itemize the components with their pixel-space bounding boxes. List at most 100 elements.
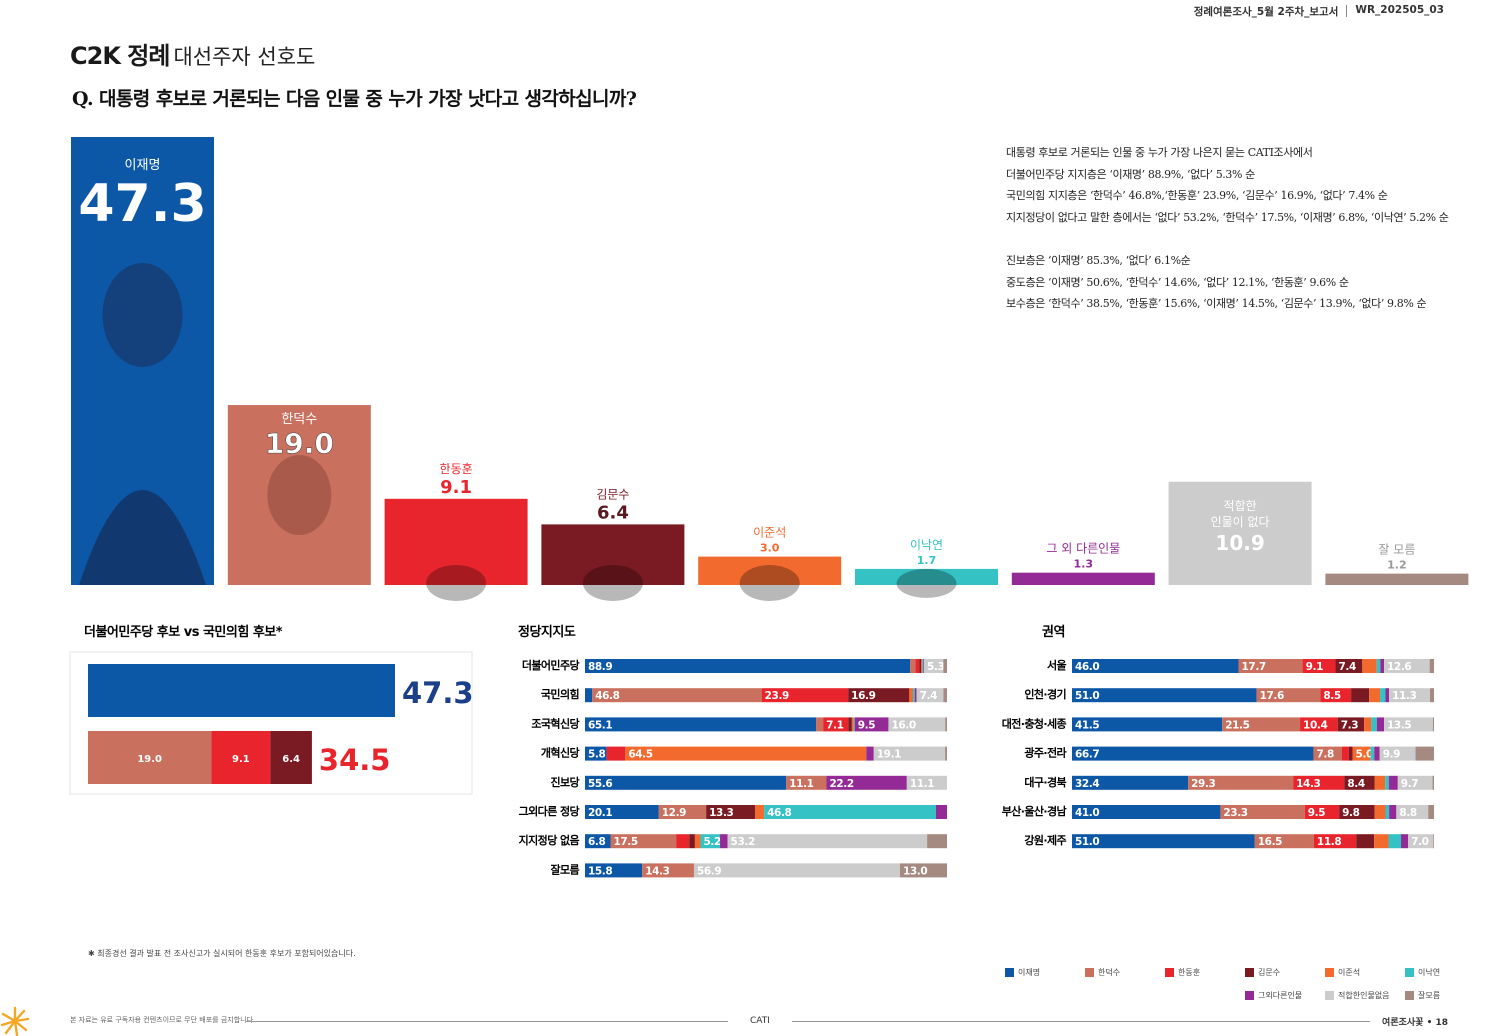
segment-value-label: 5.0 <box>1356 749 1373 761</box>
bar-value-label: 19.0 <box>265 427 334 460</box>
legend-swatch <box>1005 968 1014 977</box>
legend-item: 한동훈 <box>1165 967 1245 978</box>
stack-segment-잘 모름 <box>945 717 947 732</box>
row-label: 지지정당 없음 <box>519 833 580 847</box>
summary-line: 중도층은 ‘이재명’ 50.6%, ‘한덕수’ 14.6%, ‘없다’ 12.1… <box>1006 275 1349 289</box>
legend-swatch <box>1405 968 1414 977</box>
segment-value-label: 8.4 <box>1347 778 1364 790</box>
segment-value-label: 13.5 <box>1387 719 1411 731</box>
segment-value-label: 20.1 <box>588 807 612 819</box>
segment-value-label: 66.7 <box>1075 749 1099 761</box>
footer-method: CATI <box>750 1016 770 1026</box>
segment-value-label: 9.5 <box>858 719 875 731</box>
stack-segment-한동훈 <box>1302 659 1336 673</box>
segment-value-label: 15.8 <box>588 865 612 877</box>
row-label: 개혁신당 <box>541 746 580 760</box>
stack-segment-이준석 <box>1369 688 1381 703</box>
stack-segment-이준석 <box>1374 834 1389 849</box>
segment-value-label: 65.1 <box>588 719 612 731</box>
row-label: 국민의힘 <box>541 687 579 701</box>
stack-segment-적합한 인물이 없다 <box>923 659 944 673</box>
bar-category-label: 한동훈 <box>440 462 473 476</box>
legend-label: 김문수 <box>1258 968 1281 977</box>
summary-line: 대통령 후보로 거론되는 인물 중 누가 가장 나은지 묻는 CATI조사에서 <box>1006 146 1313 159</box>
stack-segment-이낙연 <box>922 659 924 673</box>
stack-segment-이재명 <box>1072 805 1221 819</box>
footer-rule-right <box>792 1021 1370 1022</box>
stack-segment-김문수 <box>848 688 910 703</box>
stack-segment-그 외 다른인물 <box>1388 775 1398 790</box>
stack-segment-적합한 인물이 없다 <box>1408 834 1434 849</box>
stack-segment-한덕수 <box>1254 834 1314 849</box>
stack-segment-그 외 다른인물 <box>1389 805 1397 819</box>
segment-value-label: 13.0 <box>903 865 927 877</box>
stack-segment-적합한 인물이 없다 <box>888 717 946 732</box>
stack-segment-한덕수 <box>658 805 707 819</box>
stack-segment-이낙연 <box>1388 834 1402 849</box>
legend-label: 그외다른인물 <box>1258 991 1303 1000</box>
comparison-segment-김문수 <box>270 731 312 784</box>
row-label: 잘모름 <box>550 863 579 876</box>
stack-segment-그 외 다른인물 <box>866 746 874 761</box>
stack-segment-김문수 <box>1348 746 1353 761</box>
stack-segment-그 외 다른인물 <box>923 659 924 673</box>
stack-segment-이준석 <box>694 834 701 849</box>
stack-segment-이낙연 <box>1371 717 1377 732</box>
stack-segment-이준석 <box>909 688 913 703</box>
page-title: C2K 정례 대선주자 선호도 <box>70 36 315 71</box>
segment-value-label: 32.4 <box>1075 778 1099 790</box>
segment-value-label: 13.3 <box>709 807 733 819</box>
stack-segment-한동훈 <box>1341 746 1349 761</box>
segment-value-label: 9.7 <box>1401 778 1418 790</box>
footer-disclaimer: 본 자료는 유료 구독자용 컨텐츠이므로 무단 배포를 금지합니다 <box>70 1016 254 1024</box>
segment-value-label: 7.3 <box>1341 719 1358 731</box>
bar-category-label: 잘 모름 <box>1378 543 1415 557</box>
bar-적합한 인물이 없다 <box>1168 481 1312 585</box>
bar-value-label: 1.2 <box>1387 559 1407 572</box>
stack-segment-적합한 인물이 없다 <box>693 863 900 878</box>
comparison-segment-이재명 <box>88 664 395 717</box>
survey-question: Q. 대통령 후보로 거론되는 다음 인물 중 누가 가장 낫다고 생각하십니까… <box>72 88 637 110</box>
segment-value-label: 21.5 <box>1225 719 1249 731</box>
stack-segment-잘 모름 <box>927 834 947 849</box>
legend: 이재명 한덕수 한동훈 김문수 이준석 이낙연 그외다른인물 적합한인물없음 잘모름 <box>1005 967 1445 1001</box>
segment-value-label: 5.3 <box>927 661 944 673</box>
stack-segment-잘 모름 <box>943 688 947 703</box>
segment-value-label: 7.0 <box>1411 836 1428 848</box>
stack-segment-김문수 <box>848 717 852 732</box>
bar-value-label: 3.0 <box>760 542 780 555</box>
stack-segment-이준석 <box>1364 717 1372 732</box>
stack-segment-한동훈 <box>823 717 849 732</box>
segment-value-label: 14.3 <box>645 865 669 877</box>
comparison-segment-한동훈 <box>211 731 271 784</box>
stack-segment-그 외 다른인물 <box>854 717 889 732</box>
segment-value-label: 6.8 <box>588 836 605 848</box>
stack-segment-한덕수 <box>1238 659 1303 673</box>
stack-segment-그 외 다른인물 <box>720 834 728 849</box>
stack-segment-김문수 <box>706 805 755 819</box>
legend-item: 한덕수 <box>1085 967 1165 978</box>
stack-segment-한덕수 <box>1220 805 1305 819</box>
stack-segment-이재명 <box>1072 717 1223 732</box>
stack-segment-잘 모름 <box>1433 834 1434 849</box>
summary-line: 진보층은 ‘이재명’ 85.3%, ‘없다’ 6.1%순 <box>1006 253 1191 267</box>
bar-그 외 다른인물 <box>1011 572 1155 585</box>
bar-category-label: 그 외 다른인물 <box>1046 542 1120 556</box>
stack-segment-잘 모름 <box>945 746 947 761</box>
bar-category-label: 이낙연 <box>910 538 943 552</box>
segment-value-label: 12.9 <box>662 807 686 819</box>
stack-segment-적합한 인물이 없다 <box>1397 775 1433 790</box>
segment-value-label: 9.5 <box>1308 807 1325 819</box>
segment-value-label: 46.0 <box>1075 661 1099 673</box>
segment-value-label: 53.2 <box>731 836 755 848</box>
stack-segment-적합한 인물이 없다 <box>1396 805 1429 819</box>
legend-swatch <box>1325 968 1334 977</box>
stack-segment-이준석 <box>851 717 854 732</box>
region-chart-title: 권역 <box>1042 624 1065 640</box>
segment-value-label: 11.1 <box>910 778 934 790</box>
row-label: 그외다른 정당 <box>519 804 580 818</box>
segment-value-label: 51.0 <box>1075 836 1099 848</box>
bar-value-label: 10.9 <box>1215 531 1264 555</box>
legend-label: 적합한인물없음 <box>1338 991 1390 1000</box>
